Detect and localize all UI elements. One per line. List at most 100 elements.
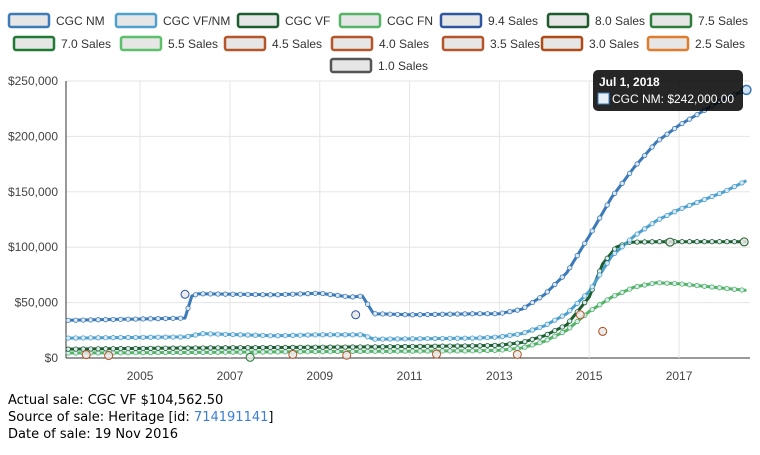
series-point-cgc-vf-nm [604,260,610,266]
series-point-cgc-vf [567,318,573,324]
series-point-cgc-fn [312,349,318,355]
sale-point-8-0-sales[interactable] [739,237,749,247]
sale-point-9-4-sales[interactable] [351,310,361,320]
series-point-cgc-nm [447,311,453,317]
series-point-cgc-vf [215,345,221,351]
series-point-cgc-vf-nm [297,332,303,338]
series-point-cgc-nm [245,291,251,298]
series-point-cgc-fn [731,286,738,292]
series-point-cgc-vf-nm [559,313,565,319]
series-point-cgc-nm [65,317,71,323]
legend-item-cgc-nm[interactable]: CGC NM [7,12,105,29]
series-point-cgc-vf [402,343,408,350]
series-point-cgc-vf [155,345,161,351]
series-point-cgc-nm [335,292,341,298]
sale-point-4-5-sales[interactable] [81,350,91,360]
series-point-cgc-nm [88,317,94,323]
legend-swatch [330,35,374,52]
legend-label: CGC VF [285,14,330,28]
sale-point-8-0-sales[interactable] [665,237,675,247]
series-point-cgc-vf [177,345,184,351]
series-point-cgc-vf-nm [267,333,273,339]
series-point-cgc-fn [439,348,446,354]
sale-point-3-5-sales[interactable] [104,351,114,361]
series-point-cgc-fn [327,348,333,355]
legend-item-cgc-vf-nm[interactable]: CGC VF/NM [114,12,230,29]
source-id-link[interactable]: 714191141 [193,410,269,425]
x-axis: 2005 2007 2009 2011 2013 2015 2017 [127,369,693,383]
legend-item-7-0-sales[interactable]: 7.0 Sales [12,35,111,52]
series-point-cgc-vf [185,345,191,351]
series-point-cgc-nm [162,315,169,322]
series-point-cgc-vf [484,342,491,349]
series-point-cgc-vf-nm [619,244,625,250]
legend-item-cgc-fn[interactable]: CGC FN [338,12,433,29]
series-point-cgc-vf-nm [118,334,124,341]
series-point-cgc-vf [380,344,386,350]
series-point-cgc-vf-nm [656,216,663,222]
legend-item-cgc-vf[interactable]: CGC VF [236,12,330,29]
sale-point-4-5-sales[interactable] [512,349,522,359]
highlighted-point[interactable] [741,84,752,96]
series-point-cgc-vf [320,344,326,350]
series-point-cgc-fn [260,349,266,355]
series-point-cgc-vf [207,345,214,351]
series-point-cgc-vf-nm [290,332,296,338]
series-point-cgc-nm [552,281,558,288]
series-point-cgc-nm [290,291,296,297]
legend-label: CGC FN [387,14,433,28]
series-point-cgc-vf-nm [454,335,461,341]
sale-point-7-0-sales[interactable] [245,352,255,362]
series-point-cgc-fn [357,348,363,354]
series-point-cgc-vf [387,344,393,350]
sale-point-4-5-sales[interactable] [575,310,585,320]
series-point-cgc-nm [267,292,273,298]
series-point-cgc-vf [394,343,401,350]
sale-point-4-0-sales[interactable] [288,349,298,359]
series-point-cgc-vf-nm [439,335,446,342]
legend-item-4-0-sales[interactable]: 4.0 Sales [330,35,429,52]
series-point-cgc-vf [731,239,738,245]
legend-label: 7.5 Sales [698,14,748,28]
series-point-cgc-fn [275,349,281,355]
series-point-cgc-fn [402,348,408,354]
legend-item-1-0-sales[interactable]: 1.0 Sales [329,57,428,74]
series-point-cgc-fn [305,349,311,355]
series-point-cgc-fn [694,282,700,289]
sale-point-9-4-sales[interactable] [180,289,190,299]
legend-item-2-5-sales[interactable]: 2.5 Sales [646,35,745,52]
series-point-cgc-nm [642,152,648,159]
series-point-cgc-vf-nm [522,329,528,336]
series-point-cgc-nm [567,265,573,271]
legend-item-3-5-sales[interactable]: 3.5 Sales [441,35,540,52]
grid [65,80,750,359]
legend-item-8-0-sales[interactable]: 8.0 Sales [546,12,645,29]
series-point-cgc-fn [567,325,573,331]
sale-point-3-0-sales[interactable] [598,326,608,336]
series-point-cgc-nm [694,112,700,118]
y-tick-label: $200,000 [8,129,58,143]
series-point-cgc-vf [634,239,640,245]
series-point-cgc-nm [342,293,348,299]
series-point-cgc-vf-nm [417,336,423,342]
series-point-cgc-vf-nm [207,331,214,337]
series-point-cgc-vf [237,345,244,351]
series-points [65,89,745,356]
legend-item-7-5-sales[interactable]: 7.5 Sales [649,12,748,29]
legend-label: 3.0 Sales [589,37,639,51]
series-point-cgc-nm [327,291,333,298]
series-point-cgc-nm [432,311,438,317]
series-point-cgc-vf-nm [305,332,311,338]
legend-label: CGC NM [56,14,105,28]
series-point-cgc-vf [222,345,229,351]
sale-point-4-0-sales[interactable] [342,350,352,360]
series-point-cgc-vf-nm [724,187,730,193]
series-point-cgc-vf [290,344,296,350]
sale-point-4-5-sales[interactable] [432,349,442,359]
legend-item-4-5-sales[interactable]: 4.5 Sales [223,35,322,52]
legend-item-3-0-sales[interactable]: 3.0 Sales [540,35,639,52]
series-point-cgc-nm [439,311,446,317]
legend-item-9-4-sales[interactable]: 9.4 Sales [439,12,538,29]
series-point-cgc-fn [739,287,745,293]
legend-item-5-5-sales[interactable]: 5.5 Sales [119,35,218,52]
